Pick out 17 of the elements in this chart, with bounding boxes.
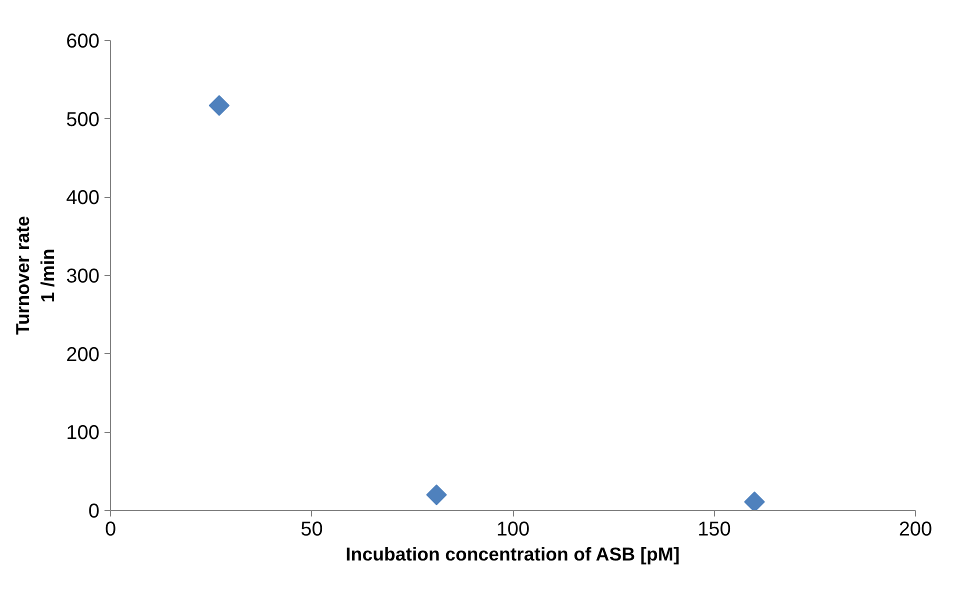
- y-tick-label: 100: [66, 422, 100, 444]
- y-axis-title: Turnover rate 1 /min: [12, 216, 58, 335]
- x-axis-title: Incubation concentration of ASB [pM]: [346, 544, 680, 564]
- point: [744, 491, 765, 510]
- y-tick-label: 300: [66, 266, 100, 288]
- y-tick-label: 500: [66, 108, 100, 131]
- x-tick-label: 100: [496, 518, 530, 540]
- y-tick-label: 0: [88, 500, 100, 522]
- point: [208, 95, 230, 116]
- point: [426, 484, 447, 506]
- x-tick-label: 200: [898, 518, 932, 540]
- x-tick-label: 50: [300, 518, 323, 540]
- x-tick-label: 0: [104, 518, 116, 540]
- x-tick-label: 150: [698, 518, 731, 540]
- y-tick-label: 600: [66, 30, 100, 52]
- y-tick-label: 400: [66, 187, 100, 210]
- y-tick-label: 200: [66, 344, 100, 366]
